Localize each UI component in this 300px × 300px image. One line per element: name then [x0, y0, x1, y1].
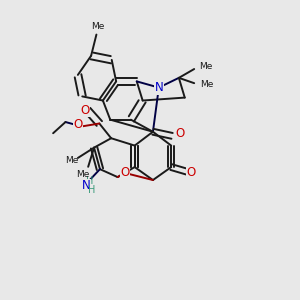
Text: Me: Me [65, 156, 79, 165]
Text: N: N [154, 81, 163, 94]
Text: O: O [187, 166, 196, 178]
Text: Me: Me [200, 80, 213, 89]
Text: Me: Me [76, 169, 90, 178]
Text: N: N [81, 179, 90, 192]
Text: O: O [176, 127, 185, 140]
Text: H: H [88, 185, 96, 195]
Text: O: O [74, 118, 83, 131]
Text: Me: Me [200, 61, 213, 70]
Text: O: O [80, 104, 89, 117]
Text: H: H [86, 176, 93, 186]
Text: Me: Me [91, 22, 104, 32]
Text: O: O [120, 167, 130, 179]
